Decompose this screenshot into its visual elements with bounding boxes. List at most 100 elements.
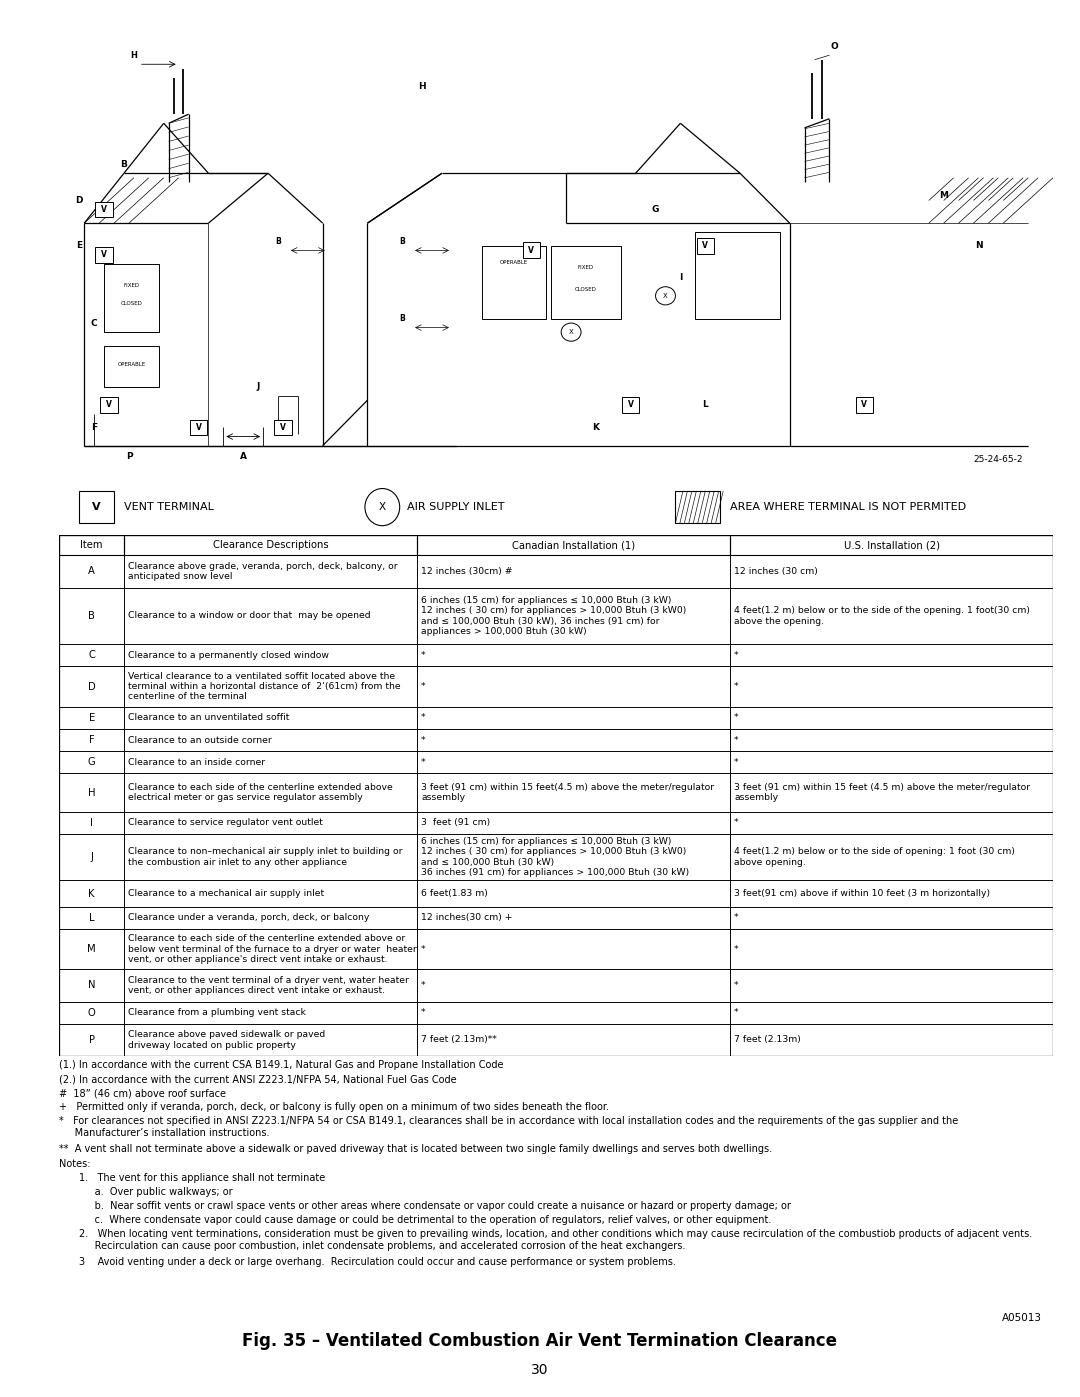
Text: *: * [421,981,426,990]
Text: Fig. 35 – Ventilated Combustion Air Vent Termination Clearance: Fig. 35 – Ventilated Combustion Air Vent… [243,1331,837,1350]
Text: Clearance to each side of the centerline extended above
electrical meter or gas : Clearance to each side of the centerline… [127,782,393,802]
Text: M: M [87,944,96,954]
Text: 3 feet (91 cm) within 15 feet (4.5 m) above the meter/regulator
assembly: 3 feet (91 cm) within 15 feet (4.5 m) ab… [734,782,1030,802]
Bar [855,397,873,412]
Bar [95,247,112,263]
Text: Canadian Installation (1): Canadian Installation (1) [512,541,635,550]
Text: D: D [87,682,95,692]
Bar [551,246,621,319]
Text: +   Permitted only if veranda, porch, deck, or balcony is fully open on a minimu: + Permitted only if veranda, porch, deck… [59,1102,609,1112]
Text: I: I [678,274,683,282]
Text: 2.   When locating vent terminations, consideration must be given to prevailing : 2. When locating vent terminations, cons… [79,1229,1032,1250]
Text: Clearance to a window or door that  may be opened: Clearance to a window or door that may b… [127,612,370,620]
Text: B: B [121,159,127,169]
Text: *: * [421,651,426,659]
Text: V: V [861,401,867,409]
Text: X: X [663,293,667,299]
Text: Clearance above grade, veranda, porch, deck, balcony, or
anticipated snow level: Clearance above grade, veranda, porch, d… [127,562,397,581]
Text: M: M [940,191,948,200]
Bar [696,232,780,319]
Text: A: A [89,566,95,577]
Circle shape [562,323,581,341]
Text: B: B [400,237,405,246]
Circle shape [365,489,400,525]
Text: *: * [421,682,426,692]
Text: CLOSED: CLOSED [121,300,143,306]
Text: V: V [280,423,286,432]
Text: V: V [106,401,112,409]
Bar [675,492,720,522]
Text: (2.) In accordance with the current ANSI Z223.1/NFPA 54, National Fuel Gas Code: (2.) In accordance with the current ANSI… [59,1074,457,1084]
Text: 3 feet(91 cm) above if within 10 feet (3 m horizontally): 3 feet(91 cm) above if within 10 feet (3… [734,888,990,898]
Text: *: * [734,981,739,990]
Text: *: * [734,714,739,722]
Text: Clearance to a mechanical air supply inlet: Clearance to a mechanical air supply inl… [127,888,324,898]
Text: 6 inches (15 cm) for appliances ≤ 10,000 Btuh (3 kW)
12 inches ( 30 cm) for appl: 6 inches (15 cm) for appliances ≤ 10,000… [421,595,686,636]
Text: X: X [569,330,573,335]
Text: *   For clearances not specified in ANSI Z223.1/NFPA 54 or CSA B149.1, clearance: * For clearances not specified in ANSI Z… [59,1116,959,1139]
Text: C: C [91,319,97,327]
Text: 355CAV: 355CAV [17,229,31,288]
Text: V: V [627,401,634,409]
Text: 6 feet(1.83 m): 6 feet(1.83 m) [421,888,488,898]
Text: K: K [89,888,95,898]
Text: B: B [275,237,281,246]
Text: CLOSED: CLOSED [575,288,597,292]
Text: J: J [91,852,93,862]
Text: F: F [89,735,95,745]
Text: *: * [734,651,739,659]
Text: 1.   The vent for this appliance shall not terminate: 1. The vent for this appliance shall not… [79,1173,325,1183]
Text: J: J [256,383,260,391]
Text: 4 feet(1.2 m) below or to the side of opening: 1 foot (30 cm)
above opening.: 4 feet(1.2 m) below or to the side of op… [734,848,1015,868]
Text: *: * [734,757,739,767]
Text: 7 feet (2.13m): 7 feet (2.13m) [734,1035,800,1045]
Text: Clearance from a plumbing vent stack: Clearance from a plumbing vent stack [127,1009,306,1017]
Text: 12 inches (30 cm): 12 inches (30 cm) [734,567,818,576]
Text: Item: Item [80,541,103,550]
Text: Clearance to an unventilated soffit: Clearance to an unventilated soffit [127,714,289,722]
Text: c.  Where condensate vapor could cause damage or could be detrimental to the ope: c. Where condensate vapor could cause da… [79,1215,771,1225]
Text: E: E [89,712,95,722]
Text: V: V [102,205,107,214]
Text: G: G [87,757,95,767]
Text: Clearance to each side of the centerline extended above or
below vent terminal o: Clearance to each side of the centerline… [127,935,417,964]
Text: 12 inches (30cm) #: 12 inches (30cm) # [421,567,513,576]
Text: *: * [734,736,739,745]
Text: Clearance to service regulator vent outlet: Clearance to service regulator vent outl… [127,819,323,827]
Text: Clearance to an outside corner: Clearance to an outside corner [127,736,272,745]
Text: *: * [734,1009,739,1017]
Bar [100,397,118,412]
Text: VENT TERMINAL: VENT TERMINAL [124,502,214,513]
Text: I: I [91,817,93,828]
Text: A05013: A05013 [1002,1313,1042,1323]
Text: #  18” (46 cm) above roof surface: # 18” (46 cm) above roof surface [59,1088,227,1098]
Text: b.  Near soffit vents or crawl space vents or other areas where condensate or va: b. Near soffit vents or crawl space vent… [79,1201,792,1211]
Bar [79,492,114,522]
Text: E: E [77,242,82,250]
Text: Clearance under a veranda, porch, deck, or balcony: Clearance under a veranda, porch, deck, … [127,914,369,922]
Bar [482,246,546,319]
Text: V: V [93,502,100,513]
Text: N: N [87,981,95,990]
Text: N: N [974,242,983,250]
Text: F: F [91,423,97,432]
Text: FIXED: FIXED [578,264,594,270]
Text: 4 feet(1.2 m) below or to the side of the opening. 1 foot(30 cm)
above the openi: 4 feet(1.2 m) below or to the side of th… [734,606,1030,626]
Bar [622,397,639,412]
Text: H: H [87,788,95,798]
Text: P: P [125,453,132,461]
Text: H: H [131,50,137,60]
Text: 12 inches(30 cm) +: 12 inches(30 cm) + [421,914,513,922]
Text: V: V [702,242,708,250]
Text: 7 feet (2.13m)**: 7 feet (2.13m)** [421,1035,497,1045]
Bar [104,264,159,332]
Text: B: B [89,610,95,620]
Text: H: H [418,82,426,91]
Text: X: X [379,502,386,513]
Text: OPERABLE: OPERABLE [500,260,528,265]
Text: Clearance to the vent terminal of a dryer vent, water heater
vent, or other appl: Clearance to the vent terminal of a drye… [127,975,409,995]
Text: U.S. Installation (2): U.S. Installation (2) [843,541,940,550]
Text: V: V [528,246,535,254]
Text: B: B [400,314,405,323]
Text: V: V [195,423,202,432]
